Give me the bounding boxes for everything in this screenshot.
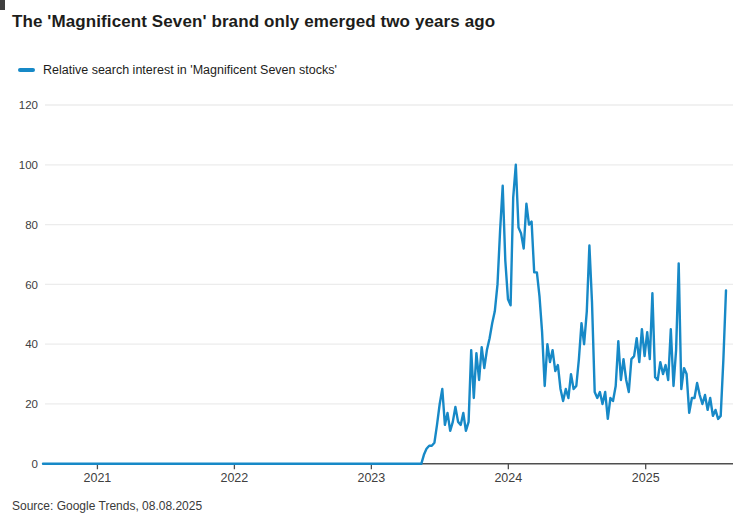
- y-tick-label: 40: [25, 338, 38, 350]
- y-tick-label: 80: [25, 219, 38, 231]
- x-tick-label: 2023: [357, 471, 385, 485]
- x-tick-label: 2021: [84, 471, 112, 485]
- y-tick-label: 120: [19, 99, 38, 111]
- x-tick-label: 2025: [632, 471, 660, 485]
- x-tick-label: 2022: [220, 471, 248, 485]
- y-tick-label: 20: [25, 398, 38, 410]
- x-tick-label: 2024: [494, 471, 522, 485]
- source-note: Source: Google Trends, 08.08.2025: [12, 499, 202, 513]
- y-tick-label: 60: [25, 279, 38, 291]
- y-tick-label: 0: [32, 458, 38, 470]
- trend-chart: 0 20 40 60 80 100 120 2021 2022 2023 2024 2025: [0, 0, 752, 532]
- trend-line: [43, 165, 726, 464]
- y-tick-label: 100: [19, 159, 38, 171]
